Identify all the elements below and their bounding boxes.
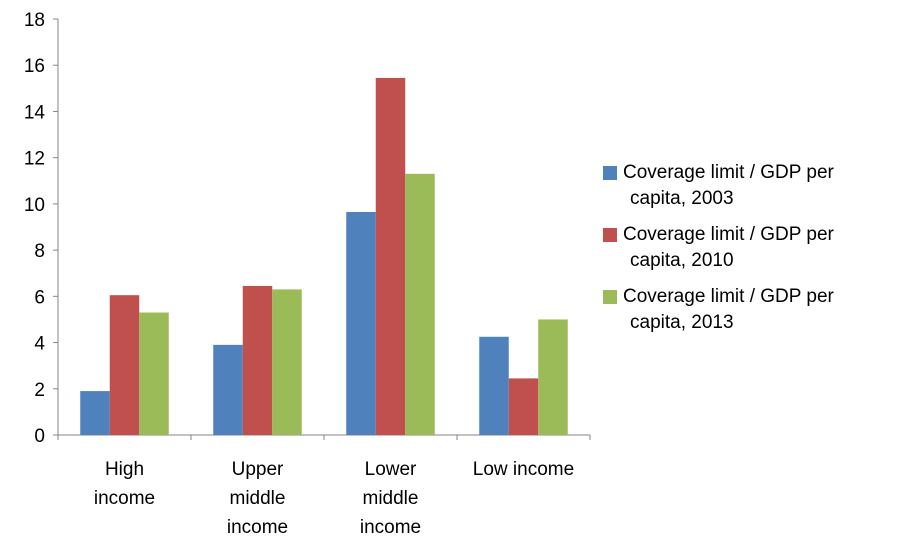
legend-item: Coverage limit / GDP per capita, 2013 xyxy=(603,284,922,336)
x-category-label: Upper xyxy=(232,459,284,480)
y-tick-label: 14 xyxy=(24,102,46,123)
y-tick-label: 8 xyxy=(34,241,45,262)
legend: Coverage limit / GDP per capita, 2003 Cove… xyxy=(603,160,922,346)
legend-swatch xyxy=(603,166,617,180)
bar xyxy=(242,285,273,435)
legend-item: Coverage limit / GDP per capita, 2003 xyxy=(603,160,922,212)
legend-swatch xyxy=(603,228,617,242)
bar xyxy=(272,289,302,435)
bar xyxy=(139,312,169,435)
x-category-label: middle xyxy=(363,488,419,509)
y-tick-label: 6 xyxy=(34,287,45,308)
bar xyxy=(213,344,243,435)
x-category-label: income xyxy=(227,517,288,538)
x-category-label: income xyxy=(360,517,421,538)
legend-item: Coverage limit / GDP per capita, 2010 xyxy=(603,222,922,274)
y-tick-label: 12 xyxy=(24,149,45,170)
legend-swatch xyxy=(603,290,617,304)
x-category-label: Lower xyxy=(365,459,417,480)
category-labels: High income Upper middle income Lower middle in… xyxy=(94,459,574,538)
bar xyxy=(109,295,140,435)
y-tick-label: 4 xyxy=(34,334,45,355)
legend-label: Coverage limit / GDP per xyxy=(623,286,834,307)
bar xyxy=(375,77,406,435)
bars xyxy=(80,77,568,435)
legend-label: capita, 2010 xyxy=(630,250,734,271)
x-category-label: Low income xyxy=(473,459,574,480)
legend-label: capita, 2003 xyxy=(630,188,734,209)
y-tick-label: 0 xyxy=(34,426,45,447)
legend-label: capita, 2013 xyxy=(630,312,734,333)
bar xyxy=(405,173,435,435)
x-category-label: income xyxy=(94,488,155,509)
y-axis: 0 2 4 6 8 10 12 14 16 18 xyxy=(24,10,59,447)
y-tick-label: 16 xyxy=(24,56,45,77)
y-tick-label: 2 xyxy=(34,380,45,401)
x-category-label: High xyxy=(105,459,144,480)
legend-label: Coverage limit / GDP per xyxy=(623,224,834,245)
bar xyxy=(479,336,509,435)
bar xyxy=(80,391,110,435)
bar xyxy=(508,378,539,435)
y-tick-label: 18 xyxy=(24,10,45,31)
bar xyxy=(538,319,568,435)
legend-label: Coverage limit / GDP per xyxy=(623,162,834,183)
bar xyxy=(346,211,376,435)
y-tick-label: 10 xyxy=(24,195,45,216)
bar-chart: 0 2 4 6 8 10 12 14 16 18 High income Upper middle inc… xyxy=(24,10,591,538)
x-axis xyxy=(57,434,591,440)
x-category-label: middle xyxy=(230,488,286,509)
